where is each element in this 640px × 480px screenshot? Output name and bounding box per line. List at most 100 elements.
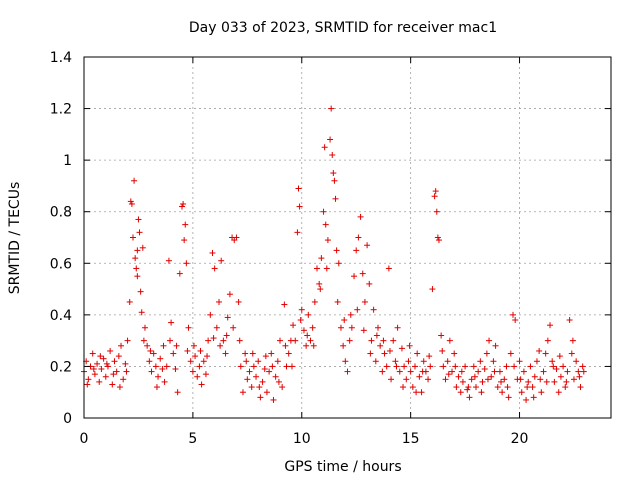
data-point [344,368,351,375]
data-point [226,291,233,298]
data-point [172,366,179,373]
data-point [256,384,263,391]
data-point [236,337,243,344]
data-point [370,306,377,313]
data-point [167,337,174,344]
y-tick-label: 1.2 [50,102,72,118]
data-point [333,247,340,254]
data-point [452,363,459,370]
data-point [498,378,505,385]
data-point [341,317,348,324]
data-point [285,350,292,357]
data-point [373,332,380,339]
data-point [453,384,460,391]
data-point [305,311,312,318]
data-point [444,358,451,365]
y-tick-label: 0.8 [50,205,72,221]
data-point [209,249,216,256]
data-point [406,342,413,349]
data-point [176,270,183,277]
data-point [269,363,276,370]
data-point [321,144,328,151]
data-point [414,350,421,357]
data-point [403,376,410,383]
data-point [492,342,499,349]
x-tick-label: 10 [293,431,311,447]
data-point [123,368,130,375]
data-point [419,368,426,375]
data-point [517,376,524,383]
data-point [481,366,488,373]
data-point [295,185,302,192]
data-point [141,324,148,331]
y-tick-label: 0.6 [50,256,72,272]
data-point [354,306,361,313]
data-point [330,170,337,177]
data-point [239,389,246,396]
data-point [518,389,525,396]
data-point [484,376,491,383]
data-point [91,371,98,378]
data-point [132,255,139,262]
data-point [131,177,138,184]
data-point [359,270,366,277]
data-point [246,368,253,375]
data-point [103,360,110,367]
data-point [282,342,289,349]
data-point [300,327,307,334]
data-point [140,337,147,344]
data-point [379,368,386,375]
data-point [562,384,569,391]
data-point [111,358,118,365]
axis-ticks: 0 0.2 0.4 0.6 0.8 1 1.2 1.4 0 5 10 15 20 [50,50,611,447]
data-point [412,363,419,370]
data-point [409,384,416,391]
data-point [549,358,556,365]
data-point [462,363,469,370]
data-point [360,327,367,334]
data-point [544,337,551,344]
data-point [183,260,190,267]
data-point [146,358,153,365]
data-point [127,198,134,205]
y-axis-label: SRMTID / TECUs [7,182,23,295]
data-point [435,237,442,244]
data-point [150,350,157,357]
data-point [244,376,251,383]
data-point [210,335,217,342]
data-point [351,273,358,280]
data-point [431,193,438,200]
data-point [261,366,268,373]
data-point [429,286,436,293]
data-point [385,265,392,272]
x-axis-label: GPS time / hours [284,459,401,475]
data-point [496,368,503,375]
data-point [542,350,549,357]
data-point [483,350,490,357]
data-point [457,389,464,396]
data-point [248,384,255,391]
data-point [298,306,305,313]
data-point [204,353,211,360]
data-point [309,324,316,331]
data-point [426,353,433,360]
data-point [547,322,554,329]
data-point [89,350,96,357]
y-tick-label: 0.2 [50,359,72,375]
data-point [579,363,586,370]
y-tick-label: 0 [63,411,72,427]
data-point [296,203,303,210]
data-point [520,368,527,375]
data-point [407,368,414,375]
data-point [317,286,324,293]
data-point [213,324,220,331]
data-point [340,342,347,349]
data-point [413,389,420,396]
data-point [242,350,249,357]
data-point [555,389,562,396]
data-point [396,368,403,375]
data-point [104,363,111,370]
data-point [159,366,166,373]
data-point [475,368,482,375]
data-point [568,350,575,357]
